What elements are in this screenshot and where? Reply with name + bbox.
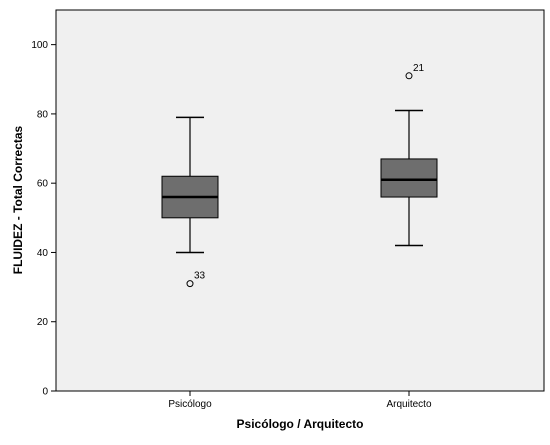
outlier-point [186, 280, 194, 288]
plot-area [55, 9, 545, 392]
outlier-label: 33 [194, 271, 206, 282]
y-tick-label: 80 [37, 109, 49, 120]
outlier-point [405, 72, 413, 80]
x-tick-label: Arquitecto [386, 399, 431, 410]
y-axis: 0 20 40 60 80 100 [31, 40, 56, 398]
outlier-label: 21 [413, 63, 425, 74]
boxes-layer: 33 21 [161, 63, 438, 288]
y-axis-label: FLUIDEZ - Total Correctas [11, 125, 25, 274]
y-tick-label: 40 [37, 248, 49, 259]
x-axis: Psicólogo Arquitecto [168, 391, 432, 410]
x-axis-label: Psicólogo / Arquitecto [237, 417, 364, 431]
y-tick-label: 0 [42, 387, 48, 398]
box-iqr [380, 158, 438, 198]
box-group: 33 [161, 116, 219, 288]
y-tick-label: 20 [37, 317, 49, 328]
y-tick-label: 100 [31, 40, 48, 51]
box-group: 21 [380, 63, 438, 247]
x-tick-label: Psicólogo [168, 399, 212, 410]
y-tick-label: 60 [37, 179, 49, 190]
